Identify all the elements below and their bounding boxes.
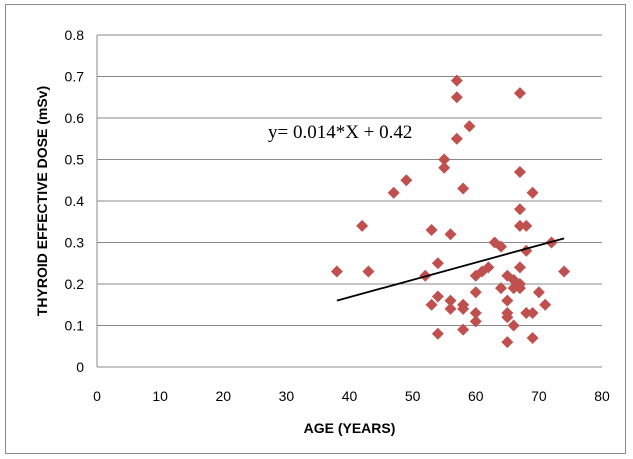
x-tick-label: 10 [152,388,168,404]
y-tick-label: 0 [76,359,84,375]
data-point-marker [513,261,526,274]
y-tick-labels: 0 0.1 0.2 0.3 0.4 0.5 0.6 0.7 0.8 [65,27,85,375]
trendline-group [336,237,565,302]
data-point-marker [457,302,470,315]
x-tick-label: 20 [215,388,231,404]
data-point-marker [438,161,451,174]
y-tick-label: 0.2 [65,276,85,292]
data-point-marker [482,261,495,274]
data-point-marker [513,87,526,100]
y-tick-label: 0.6 [65,110,85,126]
y-tick-label: 0.3 [65,235,85,251]
x-tick-labels: 0 10 20 30 40 50 60 70 80 [93,388,610,404]
data-point-marker [501,294,514,307]
data-point-marker [356,219,369,232]
data-points [330,74,571,349]
data-point-marker [526,331,539,344]
data-point-marker [526,307,539,320]
x-tick-label: 80 [594,388,610,404]
x-tick-label: 30 [279,388,295,404]
data-point-marker [450,132,463,145]
data-point-marker [450,74,463,87]
axes [96,35,602,368]
data-point-marker [532,286,545,299]
data-point-marker [526,186,539,199]
data-point-marker [400,174,413,187]
trendline [336,237,565,302]
data-point-marker [425,298,438,311]
data-point-marker [444,302,457,315]
data-point-marker [520,307,533,320]
x-tick-label: 70 [531,388,547,404]
x-tick-label: 0 [93,388,101,404]
data-point-marker [362,265,375,278]
data-point-marker [431,290,444,303]
data-point-marker [431,257,444,270]
data-point-marker [558,265,571,278]
y-axis-title: THYROID EFFECTIVE DOSE (mSv) [34,86,50,316]
data-point-marker [450,91,463,104]
x-axis-title: AGE (YEARS) [304,420,396,436]
y-tick-label: 0.5 [65,152,85,168]
data-point-marker [444,294,457,307]
data-point-marker [457,182,470,195]
regression-equation: y= 0.014*X + 0.42 [268,122,412,143]
data-point-marker [431,327,444,340]
data-point-marker [463,120,476,133]
x-tick-label: 60 [468,388,484,404]
data-point-marker [507,319,520,332]
data-point-marker [330,265,343,278]
data-point-marker [495,282,507,295]
data-point-marker [425,224,438,237]
data-point-marker [444,228,457,241]
data-point-marker [501,336,514,349]
data-point-marker [469,315,482,328]
data-point-marker [469,307,482,320]
data-point-marker [438,153,451,166]
y-tick-label: 0.4 [65,193,85,209]
y-tick-label: 0.1 [65,318,85,334]
data-point-marker [513,219,526,232]
x-tick-label: 50 [405,388,421,404]
data-point-marker [513,203,526,216]
data-point-marker [495,240,507,253]
data-point-marker [513,165,526,178]
x-tick-label: 40 [342,388,358,404]
data-point-marker [513,282,526,295]
data-point-marker [520,219,533,232]
data-point-marker [469,286,482,299]
data-point-marker [539,298,552,311]
data-point-marker [457,323,470,336]
data-point-marker [387,186,400,199]
data-point-marker [501,311,514,324]
y-tick-label: 0.7 [65,69,85,85]
y-tick-label: 0.8 [65,27,85,43]
